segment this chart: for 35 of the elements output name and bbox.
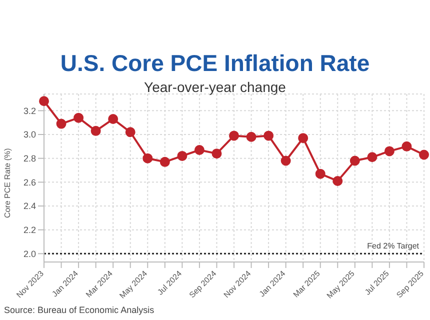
source-note: Source: Bureau of Economic Analysis — [4, 305, 154, 315]
y-tick-label: 2.6 — [23, 177, 36, 188]
y-tick-label: 3.0 — [23, 130, 36, 140]
point — [229, 130, 239, 141]
point — [125, 127, 136, 138]
point — [56, 118, 66, 129]
point — [402, 141, 412, 152]
point — [246, 132, 256, 142]
point — [177, 150, 188, 161]
point — [194, 145, 204, 155]
y-tick-label: 3.2 — [23, 106, 36, 116]
point — [212, 148, 222, 159]
point — [74, 112, 84, 123]
point — [108, 114, 118, 124]
point — [90, 126, 101, 136]
y-tick-label: 2.4 — [23, 201, 36, 212]
point — [332, 176, 343, 186]
point — [264, 130, 274, 141]
point — [298, 133, 308, 144]
point — [280, 156, 291, 166]
point — [367, 152, 378, 162]
chart-subtitle: Year-over-year change — [143, 79, 287, 95]
y-tick-label: 2.8 — [23, 154, 36, 164]
point — [419, 150, 429, 160]
y-axis-title: Core PCE Rate (%) — [2, 148, 12, 218]
chart-title: U.S. Core PCE Inflation Rate — [59, 50, 371, 77]
point — [315, 168, 326, 179]
point — [39, 96, 49, 106]
point — [350, 156, 360, 166]
y-tick-label: 2.0 — [23, 248, 36, 259]
point — [384, 146, 394, 156]
y-tick-label: 2.2 — [23, 225, 36, 236]
ref-line-label: Fed 2% Target — [367, 242, 420, 251]
point — [160, 156, 170, 167]
point — [142, 153, 153, 164]
